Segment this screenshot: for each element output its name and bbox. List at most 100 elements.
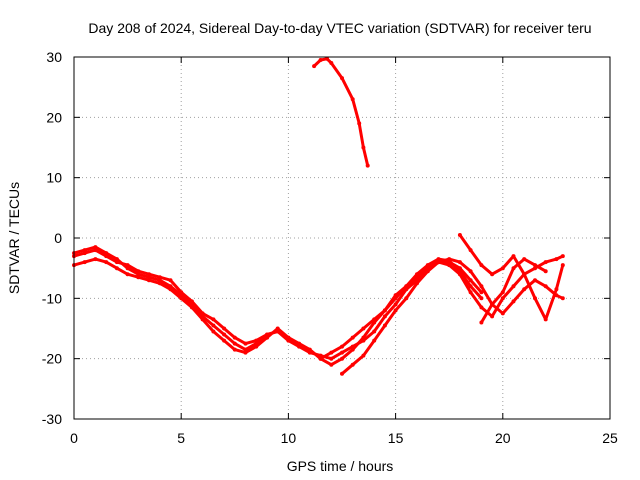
data-point [479, 263, 484, 268]
data-point [157, 275, 162, 280]
data-point [340, 356, 344, 361]
data-point [157, 278, 162, 283]
data-point [361, 335, 366, 340]
data-point [511, 254, 516, 259]
data-point [179, 293, 184, 298]
x-axis-label: GPS time / hours [287, 458, 394, 474]
data-point [82, 248, 87, 253]
data-point [125, 272, 130, 277]
data-point [533, 296, 537, 301]
data-point [232, 335, 237, 340]
data-point [350, 362, 355, 367]
data-point [404, 284, 409, 289]
data-point [425, 269, 430, 274]
x-tick-label: 20 [495, 430, 511, 446]
data-point [479, 296, 484, 301]
data-point [490, 302, 495, 307]
x-tick-label: 5 [177, 430, 185, 446]
data-point [447, 263, 452, 268]
data-point [511, 284, 516, 289]
data-point [404, 296, 409, 301]
data-point [393, 308, 398, 313]
data-point [468, 290, 473, 295]
data-point [222, 326, 227, 331]
data-point [479, 305, 484, 310]
data-point [222, 332, 227, 337]
data-point [286, 335, 291, 340]
data-point [232, 347, 237, 352]
data-point [382, 314, 387, 319]
x-tick-label: 0 [70, 430, 78, 446]
data-point [479, 284, 484, 289]
data-point [147, 272, 151, 277]
data-point [554, 287, 559, 292]
y-tick-label: -30 [42, 411, 62, 427]
data-point [254, 341, 259, 346]
data-point [340, 350, 344, 355]
data-point [382, 323, 387, 328]
data-point [147, 275, 151, 280]
data-point [365, 163, 370, 168]
data-point [275, 326, 280, 331]
data-point [350, 97, 355, 102]
data-point [457, 260, 462, 265]
data-point [147, 278, 151, 283]
data-point [490, 314, 495, 319]
data-point [168, 278, 173, 283]
data-point [533, 263, 537, 268]
data-point [393, 293, 398, 298]
data-point [211, 323, 216, 328]
y-tick-label: 10 [46, 170, 62, 186]
chart-title: Day 208 of 2024, Sidereal Day-to-day VTE… [88, 20, 591, 36]
data-point [511, 299, 516, 304]
data-point [468, 269, 473, 274]
data-point [560, 263, 565, 268]
data-point [447, 257, 452, 262]
data-point [554, 257, 559, 262]
data-point [350, 347, 355, 352]
data-point [500, 290, 505, 295]
data-point [340, 76, 344, 81]
data-point [357, 121, 362, 126]
data-point [189, 302, 194, 307]
series-line-trace-4 [319, 254, 565, 361]
data-point [243, 350, 248, 355]
plot-area [72, 56, 565, 376]
data-point [479, 290, 484, 295]
data-point [560, 296, 565, 301]
data-point [136, 275, 141, 280]
y-tick-label: 30 [46, 49, 62, 65]
data-point [457, 233, 462, 237]
data-point [104, 260, 109, 265]
data-point [329, 356, 334, 361]
data-point [200, 314, 205, 319]
data-point [543, 260, 548, 265]
x-tick-label: 25 [602, 430, 618, 446]
data-point [372, 329, 377, 334]
data-point [104, 251, 109, 256]
x-tick-label: 15 [388, 430, 404, 446]
data-point [361, 326, 366, 331]
data-point [318, 58, 323, 62]
data-point [243, 347, 248, 352]
data-point [543, 269, 548, 274]
data-point [114, 257, 119, 262]
data-point [372, 317, 377, 322]
data-point [232, 341, 237, 346]
data-point [533, 278, 537, 283]
data-point [511, 266, 516, 271]
data-point [82, 251, 87, 256]
data-point [500, 311, 505, 316]
data-point [211, 317, 216, 322]
data-point [125, 266, 130, 271]
data-point [307, 347, 312, 352]
data-point [211, 329, 216, 334]
data-point [415, 275, 419, 280]
data-point [93, 257, 98, 262]
data-point [340, 344, 344, 349]
data-point [382, 308, 387, 313]
data-point [543, 317, 548, 322]
data-point [522, 287, 527, 292]
data-point [136, 272, 141, 277]
